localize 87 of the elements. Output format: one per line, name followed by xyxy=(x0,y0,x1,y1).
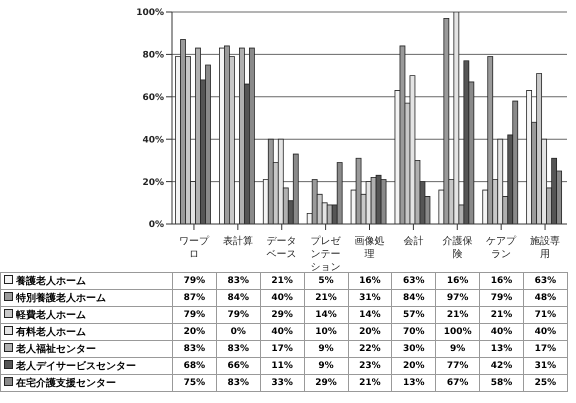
data-label: 83% xyxy=(216,272,260,290)
y-tick-label: 20% xyxy=(142,178,164,188)
data-label: 48% xyxy=(524,290,568,306)
y-tick-label: 100% xyxy=(136,8,164,18)
x-tick-label: 表計算 xyxy=(222,235,253,247)
data-label: 100% xyxy=(436,324,480,340)
data-label: 83% xyxy=(216,374,260,392)
data-label: 66% xyxy=(216,358,260,374)
data-label: 21% xyxy=(480,306,524,324)
data-label: 17% xyxy=(260,340,304,358)
data-label: 16% xyxy=(348,272,392,290)
data-label: 29% xyxy=(304,374,348,392)
data-label: 77% xyxy=(436,358,480,374)
data-label: 84% xyxy=(392,290,436,306)
data-label: 11% xyxy=(260,358,304,374)
data-label: 31% xyxy=(524,358,568,374)
data-label: 71% xyxy=(524,306,568,324)
x-tick-label: ケアプラン xyxy=(486,235,518,260)
data-label: 40% xyxy=(480,324,524,340)
x-tick-label: ワープロ xyxy=(178,235,210,260)
bar xyxy=(239,48,245,224)
y-tick-label: 60% xyxy=(142,92,164,103)
x-tick-label: データベース xyxy=(266,236,297,260)
legend-label: 老人デイサービスセンター xyxy=(0,358,172,374)
y-tick-label: 40% xyxy=(142,135,164,146)
data-label: 22% xyxy=(348,340,392,358)
data-label: 83% xyxy=(216,340,260,358)
data-label: 79% xyxy=(216,306,260,324)
data-label: 25% xyxy=(524,374,568,392)
x-tick-label: 会計 xyxy=(403,235,424,247)
x-tick-label: 介護保険 xyxy=(442,235,472,260)
data-label: 30% xyxy=(392,340,436,358)
bar xyxy=(526,90,532,224)
data-label: 10% xyxy=(304,324,348,340)
data-label: 13% xyxy=(480,340,524,358)
data-label: 14% xyxy=(304,306,348,324)
data-label: 63% xyxy=(524,272,568,290)
data-label: 70% xyxy=(392,324,436,340)
data-label: 9% xyxy=(304,358,348,374)
data-label: 67% xyxy=(436,374,480,392)
data-label: 33% xyxy=(260,374,304,392)
data-label: 13% xyxy=(392,374,436,392)
x-tick-label: 画像処理 xyxy=(354,235,384,260)
data-label: 21% xyxy=(260,272,304,290)
data-label: 31% xyxy=(348,290,392,306)
data-label: 21% xyxy=(348,374,392,392)
data-label: 79% xyxy=(172,306,216,324)
data-label: 20% xyxy=(348,324,392,340)
data-label: 14% xyxy=(348,306,392,324)
data-label: 5% xyxy=(304,272,348,290)
data-label: 40% xyxy=(524,324,568,340)
data-label: 16% xyxy=(480,272,524,290)
data-label: 84% xyxy=(216,290,260,306)
data-label: 0% xyxy=(216,324,260,340)
legend-label: 特別養護老人ホーム xyxy=(0,290,172,306)
legend-label: 在宅介護支援センター xyxy=(0,374,172,392)
data-label: 83% xyxy=(172,340,216,358)
data-label: 9% xyxy=(304,340,348,358)
data-label: 20% xyxy=(392,358,436,374)
data-label: 75% xyxy=(172,374,216,392)
legend-label: 老人福祉センター xyxy=(0,340,172,358)
legend-label: 軽費老人ホーム xyxy=(0,306,172,324)
data-label: 79% xyxy=(480,290,524,306)
x-tick-label: プレゼンテーション xyxy=(310,235,342,273)
data-label: 58% xyxy=(480,374,524,392)
data-label: 29% xyxy=(260,306,304,324)
data-label: 9% xyxy=(436,340,480,358)
data-label: 63% xyxy=(392,272,436,290)
data-label: 16% xyxy=(436,272,480,290)
legend-label: 養護老人ホーム xyxy=(0,272,172,290)
data-label: 68% xyxy=(172,358,216,374)
data-label: 40% xyxy=(260,324,304,340)
data-label: 97% xyxy=(436,290,480,306)
data-label: 20% xyxy=(172,324,216,340)
data-label: 79% xyxy=(172,272,216,290)
data-label: 21% xyxy=(304,290,348,306)
legend-label: 有料老人ホーム xyxy=(0,324,172,340)
y-tick-label: 0% xyxy=(148,220,164,230)
data-label: 40% xyxy=(260,290,304,306)
data-label: 21% xyxy=(436,306,480,324)
data-label: 23% xyxy=(348,358,392,374)
y-tick-label: 80% xyxy=(142,50,164,61)
data-label: 17% xyxy=(524,340,568,358)
data-label: 57% xyxy=(392,306,436,324)
data-label: 87% xyxy=(172,290,216,306)
data-label: 42% xyxy=(480,358,524,374)
x-tick-label: 施設専用 xyxy=(530,235,560,260)
